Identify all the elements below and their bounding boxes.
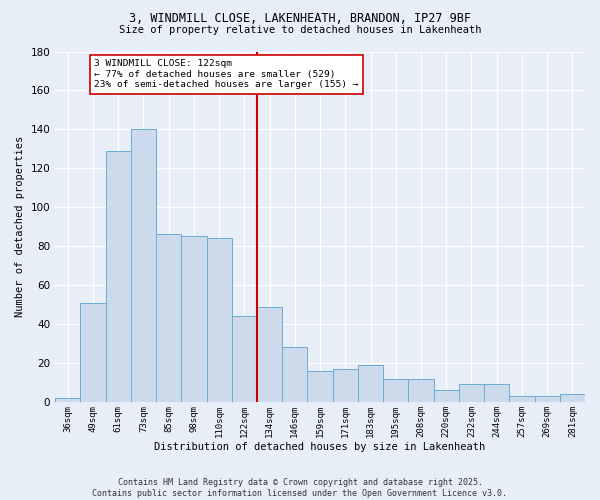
Bar: [332, 369, 358, 402]
Bar: [358, 365, 383, 402]
Bar: [232, 316, 257, 402]
Text: Size of property relative to detached houses in Lakenheath: Size of property relative to detached ho…: [119, 25, 481, 35]
Bar: [560, 394, 585, 402]
Bar: [307, 371, 332, 402]
Bar: [206, 238, 232, 402]
Bar: [484, 384, 509, 402]
X-axis label: Distribution of detached houses by size in Lakenheath: Distribution of detached houses by size …: [154, 442, 486, 452]
Bar: [156, 234, 181, 402]
Bar: [509, 396, 535, 402]
Bar: [55, 398, 80, 402]
Bar: [282, 348, 307, 402]
Bar: [535, 396, 560, 402]
Bar: [459, 384, 484, 402]
Y-axis label: Number of detached properties: Number of detached properties: [15, 136, 25, 318]
Bar: [383, 378, 409, 402]
Bar: [409, 378, 434, 402]
Text: 3 WINDMILL CLOSE: 122sqm
← 77% of detached houses are smaller (529)
23% of semi-: 3 WINDMILL CLOSE: 122sqm ← 77% of detach…: [94, 60, 359, 89]
Bar: [106, 151, 131, 402]
Bar: [80, 302, 106, 402]
Text: Contains HM Land Registry data © Crown copyright and database right 2025.
Contai: Contains HM Land Registry data © Crown c…: [92, 478, 508, 498]
Bar: [434, 390, 459, 402]
Bar: [131, 130, 156, 402]
Bar: [181, 236, 206, 402]
Bar: [257, 306, 282, 402]
Text: 3, WINDMILL CLOSE, LAKENHEATH, BRANDON, IP27 9BF: 3, WINDMILL CLOSE, LAKENHEATH, BRANDON, …: [129, 12, 471, 26]
